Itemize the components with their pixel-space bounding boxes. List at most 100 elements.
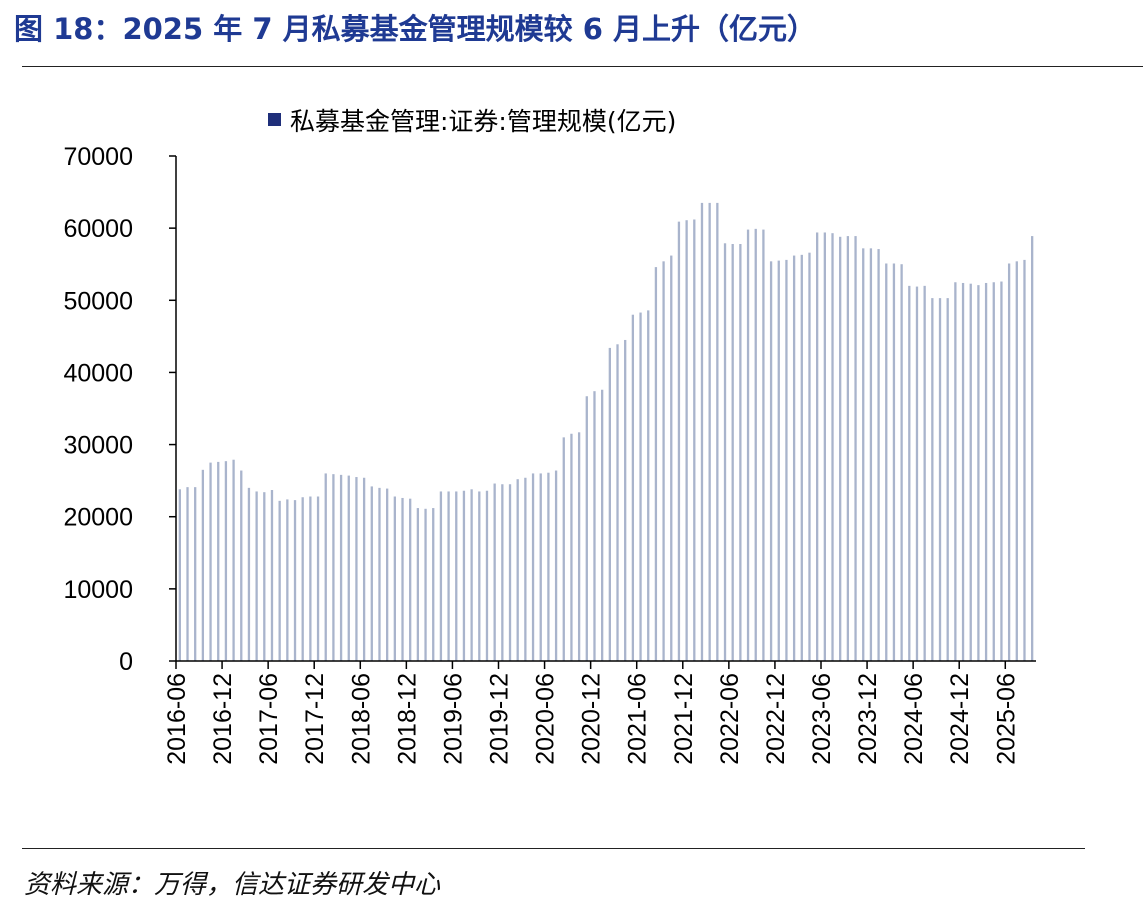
bar-series bbox=[178, 202, 1034, 662]
bar bbox=[301, 497, 304, 661]
x-tick-label: 2020-06 bbox=[532, 673, 560, 765]
x-tick-label: 2016-12 bbox=[209, 673, 237, 765]
bar bbox=[1007, 263, 1011, 661]
bar bbox=[570, 433, 573, 661]
x-tick-label: 2023-12 bbox=[854, 673, 882, 765]
y-tick-label: 10000 bbox=[63, 576, 133, 604]
bar bbox=[900, 264, 903, 661]
bar bbox=[232, 459, 235, 661]
bar bbox=[662, 261, 665, 661]
bar bbox=[593, 391, 596, 661]
bar bbox=[455, 491, 458, 661]
bar bbox=[554, 470, 558, 661]
bar bbox=[654, 267, 658, 661]
bar bbox=[516, 479, 519, 661]
bar bbox=[462, 490, 466, 661]
bar bbox=[846, 236, 850, 661]
bar bbox=[577, 432, 581, 661]
bar bbox=[785, 259, 788, 661]
bar bbox=[762, 229, 765, 661]
bar bbox=[839, 236, 842, 662]
bar bbox=[608, 347, 611, 661]
y-tick-label: 50000 bbox=[63, 287, 133, 315]
bar bbox=[854, 236, 857, 661]
bar bbox=[478, 491, 481, 661]
bar bbox=[286, 499, 289, 661]
bar bbox=[470, 489, 473, 661]
bar bbox=[908, 285, 911, 661]
bar bbox=[547, 472, 550, 661]
bar bbox=[362, 477, 366, 661]
bar bbox=[946, 298, 949, 661]
bar bbox=[562, 437, 565, 661]
bar bbox=[240, 470, 243, 661]
chart-legend: 私募基金管理:证券:管理规模(亿元) bbox=[268, 107, 676, 136]
x-tick-label: 2024-12 bbox=[946, 673, 974, 765]
bar bbox=[716, 202, 719, 661]
x-tick-label: 2022-06 bbox=[716, 673, 744, 765]
bar bbox=[501, 484, 504, 661]
x-tick-label: 2020-12 bbox=[578, 673, 606, 765]
bar bbox=[769, 261, 773, 661]
bar bbox=[639, 312, 642, 661]
bar bbox=[439, 491, 443, 661]
bar bbox=[409, 498, 412, 661]
bar bbox=[601, 389, 604, 661]
bar bbox=[677, 221, 681, 661]
bar bbox=[585, 396, 588, 661]
bar bbox=[708, 202, 711, 661]
bar bbox=[485, 490, 489, 661]
x-tick-label: 2019-12 bbox=[486, 673, 514, 765]
bar bbox=[531, 473, 535, 661]
x-tick-label: 2017-12 bbox=[301, 673, 329, 765]
bar bbox=[393, 496, 396, 661]
x-tick-label: 2021-12 bbox=[670, 673, 698, 765]
bar bbox=[416, 508, 420, 661]
bar bbox=[777, 260, 780, 661]
bar bbox=[424, 508, 427, 661]
bar bbox=[954, 282, 957, 661]
bar bbox=[263, 492, 266, 661]
figure-title: 图 18：2025 年 7 月私募基金管理规模较 6 月上升（亿元） bbox=[14, 12, 817, 46]
bar bbox=[685, 220, 688, 661]
bar bbox=[923, 285, 926, 661]
bar bbox=[247, 487, 251, 661]
bar bbox=[332, 474, 335, 661]
bar bbox=[178, 489, 181, 661]
bar bbox=[1023, 259, 1026, 661]
bar bbox=[1031, 236, 1034, 661]
y-tick-label: 60000 bbox=[63, 215, 133, 243]
legend-marker bbox=[268, 113, 281, 126]
bar bbox=[823, 232, 826, 661]
y-axis: 0 10000 20000 30000 40000 50000 60000 70000 bbox=[63, 143, 177, 676]
bar bbox=[370, 486, 373, 661]
bar bbox=[892, 263, 896, 661]
bar bbox=[992, 282, 995, 661]
bar bbox=[493, 483, 496, 661]
bar bbox=[524, 477, 527, 661]
bar bbox=[984, 282, 988, 661]
bar bbox=[316, 496, 320, 661]
bar bbox=[885, 263, 888, 661]
x-tick-label: 2018-12 bbox=[393, 673, 421, 765]
bar bbox=[977, 285, 980, 661]
bar bbox=[309, 496, 312, 661]
y-tick-label: 40000 bbox=[63, 359, 133, 387]
bar bbox=[217, 461, 220, 661]
bar bbox=[624, 339, 627, 661]
bar bbox=[693, 219, 696, 662]
y-tick-label: 0 bbox=[119, 648, 133, 676]
y-tick-label: 30000 bbox=[63, 432, 133, 460]
bar bbox=[224, 461, 228, 661]
bar bbox=[938, 298, 942, 661]
bar bbox=[339, 474, 343, 661]
bar bbox=[739, 244, 742, 661]
bar bbox=[324, 473, 327, 661]
bar bbox=[347, 475, 350, 661]
x-tick-label: 2024-06 bbox=[900, 673, 928, 765]
bar bbox=[746, 229, 750, 661]
bar bbox=[355, 477, 358, 661]
x-tick-label: 2022-12 bbox=[762, 673, 790, 765]
x-tick-label: 2023-06 bbox=[808, 673, 836, 765]
